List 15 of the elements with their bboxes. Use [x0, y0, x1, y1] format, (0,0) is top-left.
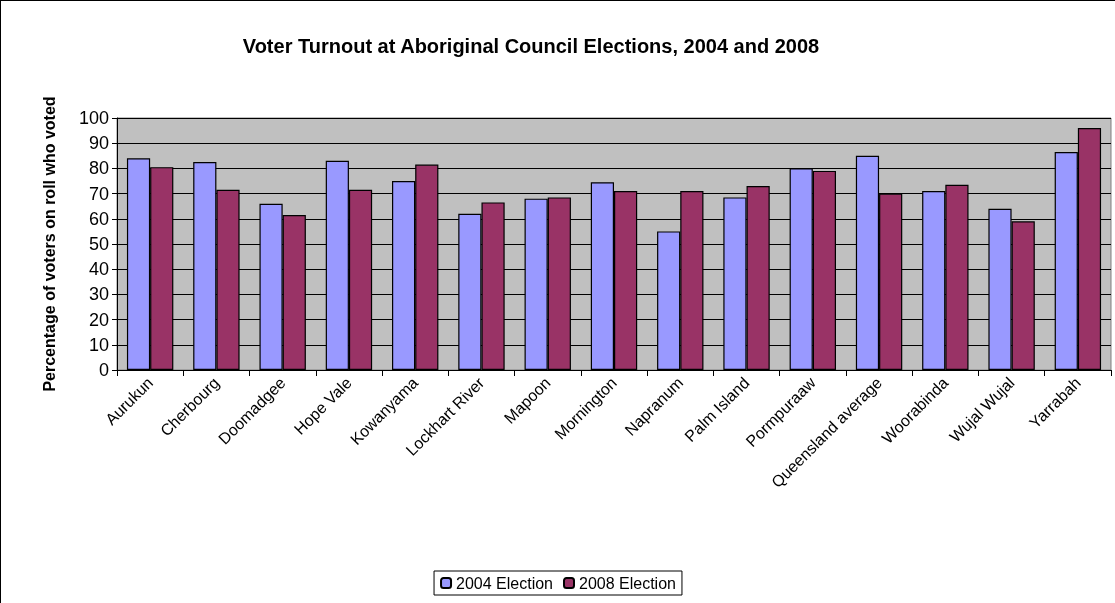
legend-label: 2004 Election [456, 574, 554, 592]
legend-label: 2008 Election [579, 574, 676, 592]
y-tick-label: 80 [88, 158, 109, 179]
y-tick-label: 0 [98, 360, 109, 380]
y-tick-label: 20 [88, 309, 109, 330]
y-tick-label: 10 [88, 334, 109, 355]
y-tick-label: 100 [78, 108, 109, 128]
y-tick-label: 50 [88, 234, 109, 254]
y-tick-label: 40 [88, 259, 109, 280]
chart-title: Voter Turnout at Aboriginal Council Elections, 2004 and 2008 [242, 35, 820, 57]
y-tick-label: 90 [88, 133, 109, 154]
y-tick-label: 60 [88, 208, 109, 229]
y-axis-title: Percentage of voters on roll who voted [40, 96, 58, 392]
y-tick-label: 30 [88, 284, 109, 305]
y-tick-label: 70 [88, 183, 109, 204]
